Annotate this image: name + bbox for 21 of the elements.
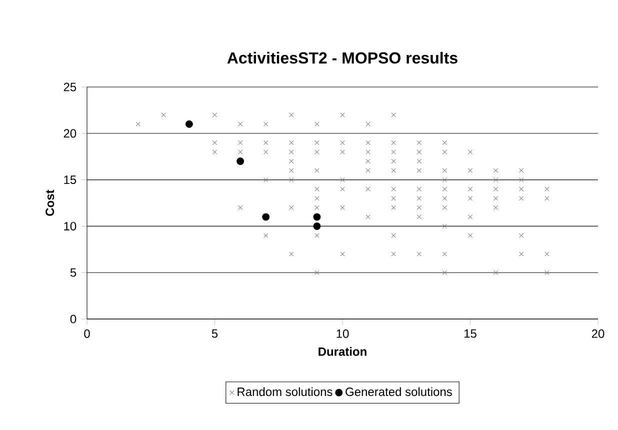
x-axis-title: Duration <box>318 347 366 356</box>
y-tick-label: 25 <box>64 82 76 92</box>
y-axis-title: Cost <box>46 190 54 216</box>
point <box>313 222 321 230</box>
x-tick-label: 15 <box>464 329 476 338</box>
x-tick-label: 5 <box>212 329 218 338</box>
y-tick-label: 20 <box>64 129 76 138</box>
x-tick-label: 20 <box>592 329 604 338</box>
point <box>262 213 270 221</box>
legend-label: Generated solutions <box>346 387 452 396</box>
y-tick-label: 15 <box>64 176 76 184</box>
y-tick-label: 0 <box>70 314 76 324</box>
x-tick-label: 0 <box>84 329 90 338</box>
legend-label: Random solutions <box>238 387 332 396</box>
x-tick-label: 10 <box>336 329 349 338</box>
point <box>185 120 193 128</box>
y-tick-label: 5 <box>70 268 76 277</box>
point <box>236 158 244 165</box>
chart-title: ActivitiesST2 - MOPSO results <box>227 52 458 64</box>
point <box>313 213 321 221</box>
y-tick-label: 10 <box>64 222 76 230</box>
